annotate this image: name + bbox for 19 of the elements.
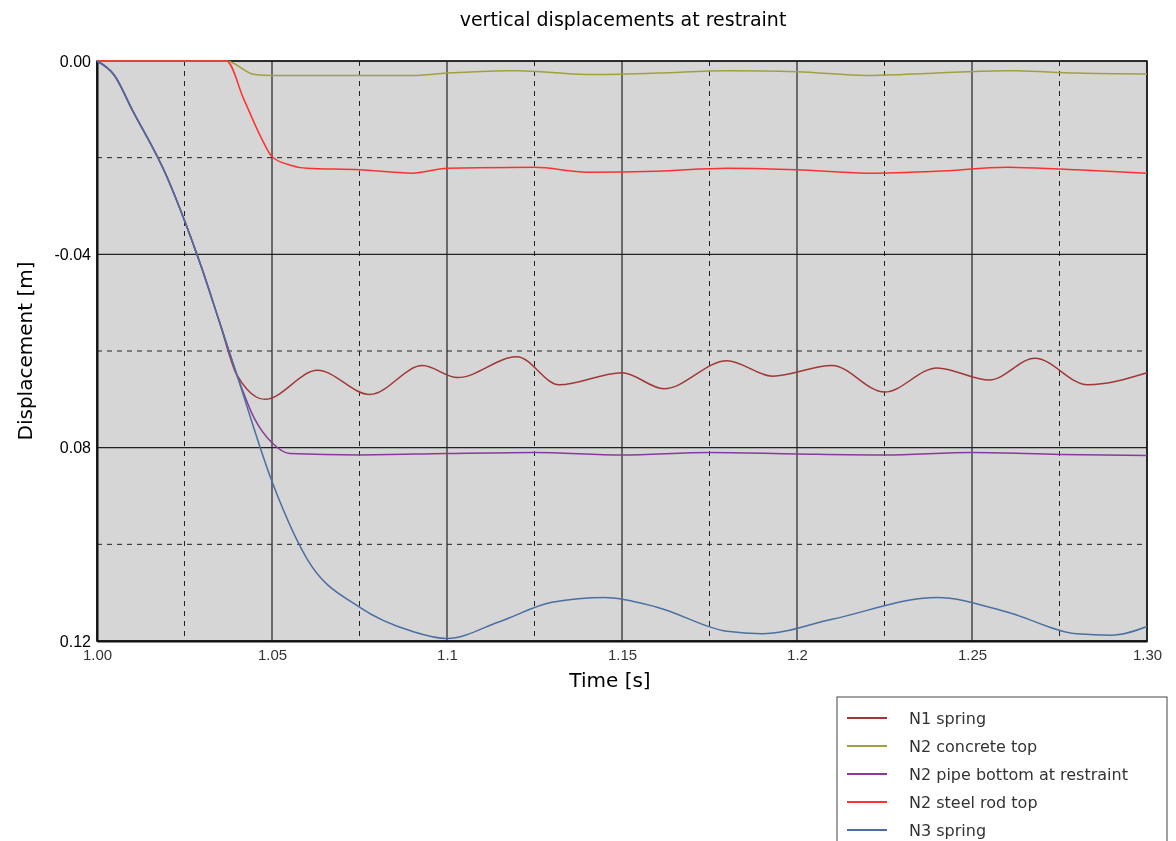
legend-label: N2 pipe bottom at restraint xyxy=(909,765,1128,784)
y-axis-title: Displacement [m] xyxy=(13,261,37,441)
x-tick-label: 1.05 xyxy=(257,645,288,663)
x-tick-label: 1.30 xyxy=(1132,645,1163,663)
y-tick-label: 0.08 xyxy=(59,439,92,457)
x-tick-label: 1.1 xyxy=(437,645,458,663)
y-tick-label: -0.04 xyxy=(54,245,92,263)
x-tick-label: 1.15 xyxy=(607,645,638,663)
x-tick-label: 1.25 xyxy=(957,645,988,663)
y-tick-label: 0.12 xyxy=(59,632,92,650)
legend-label: N2 concrete top xyxy=(909,737,1038,756)
legend-label: N2 steel rod top xyxy=(909,793,1038,812)
line-series xyxy=(96,60,1148,640)
legend-label: N1 spring xyxy=(909,709,987,728)
chart-title: vertical displacements at restraint xyxy=(459,8,787,30)
x-axis-title: Time [s] xyxy=(568,668,651,692)
y-tick-label: 0.00 xyxy=(59,52,92,70)
x-tick-label: 1.2 xyxy=(787,645,808,663)
legend-label: N3 spring xyxy=(909,821,987,840)
